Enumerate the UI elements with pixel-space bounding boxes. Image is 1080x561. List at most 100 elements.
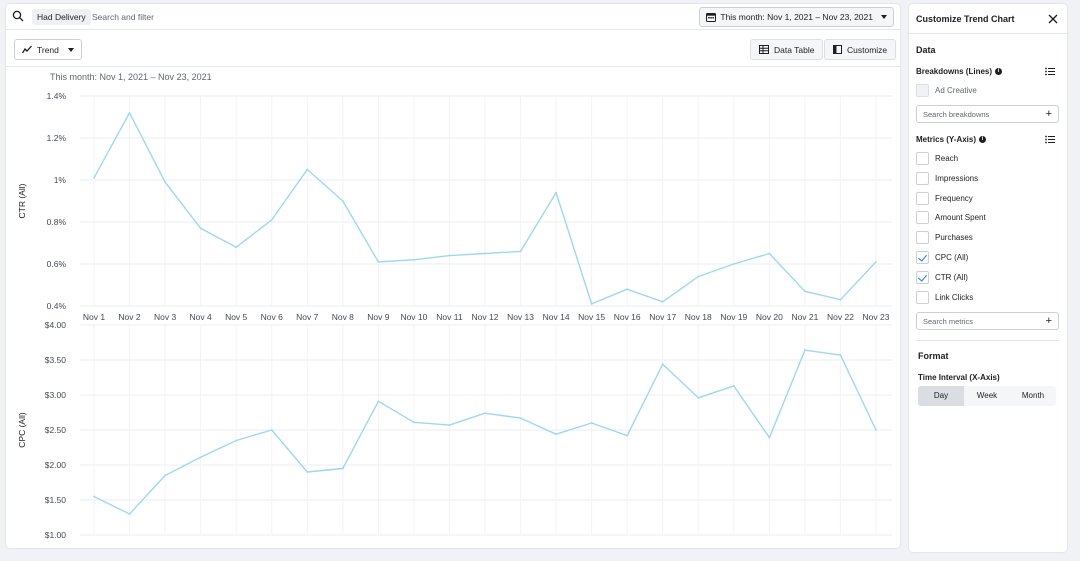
interval-week[interactable]: Week: [976, 391, 998, 400]
checkbox[interactable]: [916, 172, 929, 185]
customize-label: Customize: [847, 44, 888, 55]
metric-label: Link Clicks: [935, 293, 974, 302]
cpc-y-tick-label: $4.00: [45, 320, 67, 330]
ctr-x-tick-label: Nov 4: [190, 312, 212, 322]
checkbox[interactable]: [916, 211, 929, 224]
info-icon[interactable]: i: [995, 68, 1003, 75]
cpc-data-point: [484, 412, 486, 415]
metric-item[interactable]: CPC (All): [916, 251, 968, 264]
ctr-x-tick-label: Nov 15: [578, 312, 605, 322]
format-heading: Format: [918, 351, 949, 361]
cpc-data-point: [804, 349, 806, 352]
ctr-data-point: [519, 250, 522, 253]
interval-day[interactable]: Day: [918, 386, 964, 406]
metric-item[interactable]: Link Clicks: [916, 291, 973, 304]
checkbox[interactable]: [916, 84, 929, 97]
ctr-x-tick-label: Nov 18: [685, 312, 712, 322]
interval-month[interactable]: Month: [1021, 391, 1045, 400]
filter-bar: Had Delivery This month: Nov 1, 2021 – N…: [6, 4, 900, 30]
ctr-data-point: [626, 288, 629, 291]
date-range-label: This month: Nov 1, 2021 – Nov 23, 2021: [720, 12, 873, 22]
cpc-data-point: [93, 495, 95, 498]
metric-label: Frequency: [935, 194, 973, 203]
metric-item[interactable]: Impressions: [916, 172, 978, 185]
ctr-data-point: [413, 258, 415, 261]
cpc-data-point: [128, 513, 131, 515]
ctr-y-tick-label: 0.4%: [47, 301, 67, 311]
ctr-data-point: [341, 200, 344, 202]
chart-period-label: This month: Nov 1, 2021 – Nov 23, 2021: [50, 72, 212, 82]
date-range-button[interactable]: This month: Nov 1, 2021 – Nov 23, 2021: [699, 7, 894, 27]
search-input[interactable]: [92, 10, 292, 24]
ctr-data-point: [804, 290, 806, 293]
cpc-data-point: [732, 385, 735, 387]
close-icon[interactable]: [1048, 14, 1058, 24]
metric-item[interactable]: CTR (All): [916, 271, 968, 284]
ctr-y-tick-label: 0.8%: [47, 217, 67, 227]
customize-panel: Customize Trend Chart Data Breakdowns (L…: [909, 4, 1067, 552]
search-icon[interactable]: [12, 10, 24, 22]
cpc-data-point: [661, 363, 664, 366]
ctr-data-point: [306, 168, 309, 171]
data-table-label: Data Table: [774, 44, 815, 55]
ctr-x-tick-label: Nov 6: [261, 312, 283, 322]
ctr-data-point: [484, 252, 486, 255]
metric-label: CTR (All): [935, 273, 968, 282]
metric-item[interactable]: Purchases: [916, 231, 973, 244]
cpc-data-point: [270, 429, 273, 431]
plus-icon[interactable]: +: [1045, 315, 1052, 327]
metric-search-input[interactable]: [923, 316, 1033, 327]
calendar-icon: [706, 13, 717, 22]
filter-chip[interactable]: Had Delivery: [32, 9, 91, 25]
ctr-y-axis-label: CTR (All): [17, 183, 27, 218]
ctr-y-tick-label: 1.2%: [47, 133, 67, 143]
columns-icon: [833, 45, 842, 54]
checkbox[interactable]: [916, 152, 929, 165]
trend-icon: [22, 45, 32, 54]
breakdown-search-input[interactable]: [923, 109, 1033, 120]
cpc-y-tick-label: $2.00: [45, 460, 67, 470]
cpc-y-tick-label: $1.50: [45, 495, 67, 505]
metric-item[interactable]: Amount Spent: [916, 211, 986, 224]
list-icon[interactable]: [1045, 67, 1055, 76]
data-table-button[interactable]: Data Table: [750, 39, 824, 60]
checkbox[interactable]: [916, 291, 929, 304]
cpc-data-point: [875, 429, 877, 431]
cpc-y-tick-label: $3.50: [45, 355, 67, 365]
ctr-x-tick-label: Nov 21: [791, 312, 818, 322]
checkbox[interactable]: [916, 192, 929, 205]
table-icon: [759, 45, 769, 54]
ctr-x-tick-label: Nov 23: [863, 312, 890, 322]
ctr-x-tick-label: Nov 5: [225, 312, 247, 322]
metric-item[interactable]: Reach: [916, 152, 958, 165]
ctr-data-point: [697, 275, 700, 278]
ctr-x-tick-label: Nov 12: [472, 312, 499, 322]
checkbox[interactable]: [916, 231, 929, 244]
checkbox-checked[interactable]: [916, 271, 929, 284]
info-icon[interactable]: i: [979, 136, 987, 143]
metric-item[interactable]: Frequency: [916, 192, 973, 205]
trend-chart: 0.4% 0.6% 0.8% 1% 1.2% 1.4% CTR (All) Nov 1 Nov …: [17, 91, 892, 540]
customize-button[interactable]: Customize: [824, 39, 897, 60]
cpc-y-tick-label: $1.00: [45, 530, 67, 540]
breakdown-ad-creative[interactable]: Ad Creative: [916, 84, 977, 97]
ctr-data-point: [448, 254, 451, 257]
trend-dropdown[interactable]: Trend: [14, 39, 82, 60]
chart-toolbar: Trend Data Table Customize: [6, 31, 900, 67]
ctr-data-point: [732, 263, 735, 265]
metric-label: CPC (All): [935, 253, 969, 262]
metric-label: Purchases: [935, 233, 973, 242]
ctr-x-tick-label: Nov 2: [118, 312, 140, 322]
ctr-x-tick-label: Nov 13: [507, 312, 534, 322]
ctr-x-tick-label: Nov 11: [436, 312, 463, 322]
checkbox-checked[interactable]: [916, 251, 929, 264]
ctr-data-point: [768, 252, 771, 255]
cpc-y-tick-label: $2.50: [45, 425, 67, 435]
cpc-data-point: [164, 474, 166, 477]
list-icon[interactable]: [1045, 135, 1055, 144]
panel-title: Customize Trend Chart: [916, 14, 1015, 24]
plus-icon[interactable]: +: [1045, 108, 1052, 120]
cpc-data-point: [626, 434, 629, 437]
ctr-x-tick-label: Nov 1: [83, 312, 105, 322]
breakdowns-heading: Breakdowns (Lines) i: [916, 67, 1003, 76]
